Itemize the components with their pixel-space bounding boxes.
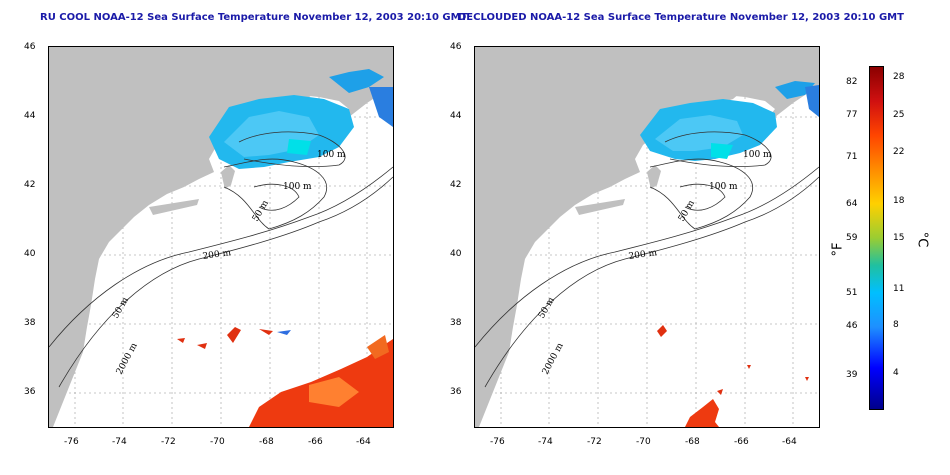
lon-tick: -66 <box>308 437 323 447</box>
grid-lines <box>475 47 819 427</box>
colorbar-f-label: 71 <box>846 152 858 162</box>
contour-label-50m-b: 50 m <box>537 295 557 320</box>
colorbar-f-label: 39 <box>846 370 858 380</box>
lat-tick: 36 <box>24 387 36 397</box>
lon-tick: -76 <box>64 437 79 447</box>
colorbar-f-label: 82 <box>846 77 858 87</box>
sst-warm-gulf-stream <box>177 327 393 427</box>
left-map-title: RU COOL NOAA-12 Sea Surface Temperature … <box>40 12 468 23</box>
lat-tick: 38 <box>24 318 36 328</box>
colorbar-c-label: 4 <box>893 368 899 378</box>
left-map-svg: 100 m 100 m 50 m 200 m 50 m 2000 m <box>49 47 393 427</box>
colorbar-f-label: 64 <box>846 199 858 209</box>
colorbar-c-label: 22 <box>893 147 905 157</box>
fahrenheit-unit-label: °F <box>830 242 846 257</box>
colorbar-f-label: 51 <box>846 288 858 298</box>
lon-tick: -70 <box>210 437 225 447</box>
lon-tick: -68 <box>685 437 700 447</box>
contour-label-200m: 200 m <box>202 248 232 262</box>
colorbar-c-label: 28 <box>893 72 905 82</box>
colorbar-f-label: 77 <box>846 110 858 120</box>
long-island <box>149 199 199 215</box>
lon-tick: -76 <box>490 437 505 447</box>
contour-label-50m-b: 50 m <box>111 295 131 320</box>
colorbar-c-label: 25 <box>893 110 905 120</box>
contour-label-2000m: 2000 m <box>115 341 140 376</box>
nova-scotia-land <box>259 47 393 133</box>
lat-tick: 44 <box>450 111 462 121</box>
contour-label-100m-b: 100 m <box>283 182 312 192</box>
nova-scotia-land <box>685 47 819 133</box>
right-map-title: DECLOUDED NOAA-12 Sea Surface Temperatur… <box>458 12 904 23</box>
colorbar-f-label: 59 <box>846 233 858 243</box>
land-mass <box>475 47 785 427</box>
sst-warm-gulf-stream <box>657 325 809 427</box>
lon-tick: -68 <box>259 437 274 447</box>
lat-tick: 42 <box>450 180 462 190</box>
colorbar-c-label: 18 <box>893 196 905 206</box>
lat-tick: 46 <box>24 42 36 52</box>
right-map-svg: 100 m 100 m 50 m 200 m 50 m 2000 m <box>475 47 819 427</box>
contour-label-50m: 50 m <box>251 198 271 223</box>
celsius-unit-label: °C <box>914 231 930 248</box>
colorbar-c-label: 15 <box>893 233 905 243</box>
colorbar-f-label: 46 <box>846 321 858 331</box>
long-island <box>575 199 625 215</box>
contour-label-100m-b: 100 m <box>709 182 738 192</box>
lon-tick: -72 <box>161 437 176 447</box>
lon-tick: -66 <box>734 437 749 447</box>
contour-label-50m: 50 m <box>677 198 697 223</box>
lon-tick: -64 <box>782 437 797 447</box>
colorbar-c-label: 8 <box>893 320 899 330</box>
temperature-colorbar <box>869 66 884 410</box>
cape-cod <box>647 165 661 189</box>
bathymetry-contours <box>49 131 393 388</box>
lat-tick: 46 <box>450 42 462 52</box>
lat-tick: 42 <box>24 180 36 190</box>
lon-tick: -74 <box>112 437 127 447</box>
cape-cod <box>221 165 235 189</box>
lat-tick: 38 <box>450 318 462 328</box>
lat-tick: 44 <box>24 111 36 121</box>
right-sst-map: 100 m 100 m 50 m 200 m 50 m 2000 m <box>474 46 820 428</box>
land-mass <box>49 47 359 427</box>
lon-tick: -70 <box>636 437 651 447</box>
lon-tick: -64 <box>356 437 371 447</box>
lat-tick: 36 <box>450 387 462 397</box>
contour-label-2000m: 2000 m <box>541 341 566 376</box>
contour-label-100m-a: 100 m <box>317 150 346 160</box>
bathymetry-contours <box>475 131 819 388</box>
left-sst-map: 100 m 100 m 50 m 200 m 50 m 2000 m <box>48 46 394 428</box>
contour-label-200m: 200 m <box>628 248 658 262</box>
colorbar-c-label: 11 <box>893 284 905 294</box>
contour-label-100m-a: 100 m <box>743 150 772 160</box>
lat-tick: 40 <box>24 249 36 259</box>
lon-tick: -74 <box>538 437 553 447</box>
lat-tick: 40 <box>450 249 462 259</box>
lon-tick: -72 <box>587 437 602 447</box>
